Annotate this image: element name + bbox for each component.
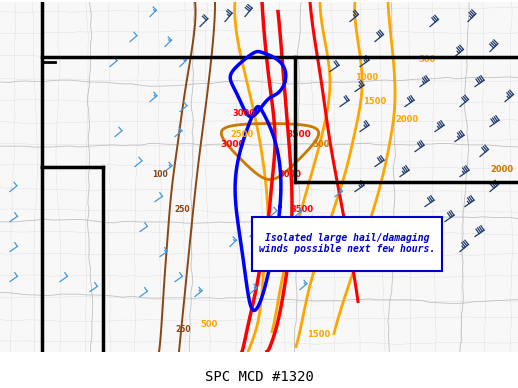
- Text: 2000: 2000: [395, 114, 418, 123]
- Text: 2500: 2500: [230, 130, 253, 139]
- Text: 500: 500: [418, 55, 435, 64]
- Text: 1500: 1500: [363, 97, 386, 106]
- Text: 2000: 2000: [490, 165, 513, 173]
- FancyBboxPatch shape: [252, 217, 442, 270]
- Text: 100: 100: [152, 170, 168, 178]
- Text: 1500: 1500: [307, 329, 330, 339]
- Text: 3500: 3500: [290, 204, 313, 213]
- Text: 3000: 3000: [278, 170, 301, 178]
- Text: 3000: 3000: [220, 140, 245, 149]
- Text: 500: 500: [200, 320, 218, 329]
- Text: 1000: 1000: [355, 73, 378, 81]
- Text: 250: 250: [175, 204, 190, 213]
- Text: 500: 500: [312, 140, 329, 149]
- Text: Isolated large hail/damaging
winds possible next few hours.: Isolated large hail/damaging winds possi…: [259, 233, 435, 255]
- Text: 3500: 3500: [286, 130, 311, 139]
- Text: 4000: 4000: [400, 244, 423, 253]
- Text: 250: 250: [175, 324, 191, 334]
- Text: SPC MCD #1320: SPC MCD #1320: [205, 370, 313, 384]
- Text: 3000: 3000: [232, 109, 255, 118]
